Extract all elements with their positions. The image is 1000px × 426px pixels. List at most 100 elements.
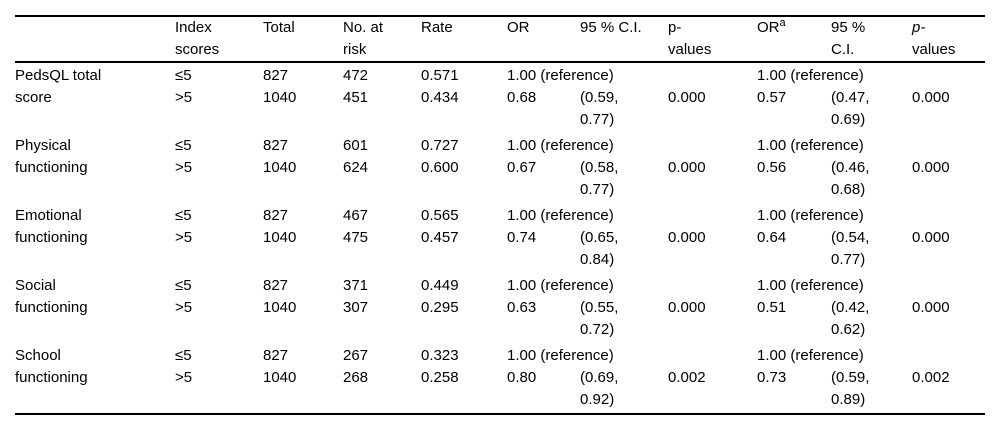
cell-total: 1040: [263, 89, 297, 106]
header-line: risk: [343, 41, 367, 58]
table-row: functioning >5 1040 307 0.295 0.63 (0.55…: [15, 297, 985, 319]
table-row: Emotional ≤5 827 467 0.565 1.00 (referen…: [15, 203, 985, 227]
row-label: functioning: [15, 369, 88, 386]
column-header-rate: Rate: [421, 16, 507, 63]
cell-index-score: ≤5: [175, 277, 192, 294]
cell-no-at-risk: 467: [343, 207, 369, 224]
cell-or-adjusted-reference: 1.00 (reference): [757, 347, 864, 364]
cell-total: 827: [263, 277, 289, 294]
cell-ci-adjusted-continued: 0.62): [831, 321, 866, 338]
cell-ci-adjusted: (0.54,: [831, 229, 870, 246]
cell-total: 1040: [263, 369, 297, 386]
table-row: functioning >5 1040 624 0.600 0.67 (0.58…: [15, 157, 985, 179]
cell-or-adjusted-reference: 1.00 (reference): [757, 277, 864, 294]
cell-no-at-risk: 307: [343, 299, 369, 316]
cell-total: 827: [263, 347, 289, 364]
cell-p-value: [668, 62, 757, 87]
cell-or: 0.80: [507, 369, 537, 386]
cell-p-value-adjusted: 0.000: [912, 229, 950, 246]
row-label: score: [15, 89, 52, 106]
cell-rate: 0.600: [421, 159, 459, 176]
column-header-p-values: p- values: [668, 16, 757, 63]
group-spacer: [15, 411, 985, 414]
cell-or-adjusted: 0.56: [757, 159, 787, 176]
cell-no-at-risk: 371: [343, 277, 369, 294]
cell-index-score: >5: [175, 369, 193, 386]
cell-or-adjusted: 0.51: [757, 299, 787, 316]
table-row: 0.84) 0.77): [15, 249, 985, 271]
cell-rate: 0.323: [421, 347, 459, 364]
header-line: values: [668, 41, 712, 58]
header-line: 95 % C.I.: [580, 19, 642, 36]
cell-ci: (0.69,: [580, 369, 619, 386]
cell-p-value-adjusted: [912, 343, 985, 367]
cell-p-value: 0.000: [668, 89, 706, 106]
header-line: p-: [668, 19, 682, 36]
cell-rate: 0.727: [421, 137, 459, 154]
cell-or-reference: 1.00 (reference): [507, 277, 614, 294]
header-line: Index: [175, 19, 212, 36]
cell-index-score: >5: [175, 89, 193, 106]
row-label: functioning: [15, 229, 88, 246]
cell-no-at-risk: 472: [343, 67, 369, 84]
cell-or-adjusted: 0.64: [757, 229, 787, 246]
cell-rate: 0.258: [421, 369, 459, 386]
cell-index-score: ≤5: [175, 347, 192, 364]
column-header-empty: [15, 16, 175, 63]
table-row: Physical ≤5 827 601 0.727 1.00 (referenc…: [15, 133, 985, 157]
or-adjusted-label: OR: [757, 19, 780, 36]
cell-ci: (0.65,: [580, 229, 619, 246]
cell-p-value: 0.002: [668, 369, 706, 386]
cell-no-at-risk: 475: [343, 229, 369, 246]
cell-p-value: [668, 273, 757, 297]
header-line: C.I.: [831, 41, 855, 58]
cell-p-value-adjusted: 0.000: [912, 299, 950, 316]
cell-ci-adjusted-continued: 0.89): [831, 391, 866, 408]
cell-p-value: [668, 203, 757, 227]
results-table: Index scores Total No. at risk Rate OR 9: [15, 15, 985, 415]
row-label: functioning: [15, 299, 88, 316]
cell-index-score: >5: [175, 229, 193, 246]
cell-or-reference: 1.00 (reference): [507, 347, 614, 364]
cell-no-at-risk: 267: [343, 347, 369, 364]
header-line: No. at: [343, 19, 384, 36]
cell-p-value: 0.000: [668, 229, 706, 246]
cell-p-value: 0.000: [668, 299, 706, 316]
cell-p-value: [668, 133, 757, 157]
table-header: Index scores Total No. at risk Rate OR 9: [15, 16, 985, 63]
cell-p-value-adjusted: 0.000: [912, 159, 950, 176]
cell-ci: (0.55,: [580, 299, 619, 316]
header-line: ORa: [757, 17, 831, 39]
header-line: values: [912, 41, 956, 58]
cell-ci-adjusted: (0.46,: [831, 159, 870, 176]
column-header-or: OR: [507, 16, 580, 63]
cell-ci-continued: 0.77): [580, 181, 615, 198]
cell-or-adjusted-reference: 1.00 (reference): [757, 67, 864, 84]
cell-p-value-adjusted: [912, 273, 985, 297]
row-label: Social: [15, 277, 56, 294]
header-line: 95 %: [831, 19, 866, 36]
table-row: score >5 1040 451 0.434 0.68 (0.59, 0.00…: [15, 87, 985, 109]
cell-no-at-risk: 451: [343, 89, 369, 106]
row-label: Emotional: [15, 207, 82, 224]
header-line: Total: [263, 19, 295, 36]
header-line: p-: [912, 19, 926, 36]
cell-total: 1040: [263, 159, 297, 176]
cell-index-score: >5: [175, 299, 193, 316]
column-header-total: Total: [263, 16, 343, 63]
cell-rate: 0.571: [421, 67, 459, 84]
cell-ci-adjusted-continued: 0.68): [831, 181, 866, 198]
row-label: functioning: [15, 159, 88, 176]
column-header-index-scores: Index scores: [175, 16, 263, 63]
cell-p-value-adjusted: 0.002: [912, 369, 950, 386]
cell-or-reference: 1.00 (reference): [507, 207, 614, 224]
cell-ci-continued: 0.84): [580, 251, 615, 268]
cell-p-value: 0.000: [668, 159, 706, 176]
header-row: Index scores Total No. at risk Rate OR 9: [15, 16, 985, 63]
cell-or-reference: 1.00 (reference): [507, 67, 614, 84]
cell-index-score: ≤5: [175, 207, 192, 224]
cell-or-adjusted: 0.73: [757, 369, 787, 386]
table-row: functioning >5 1040 475 0.457 0.74 (0.65…: [15, 227, 985, 249]
cell-ci-continued: 0.72): [580, 321, 615, 338]
